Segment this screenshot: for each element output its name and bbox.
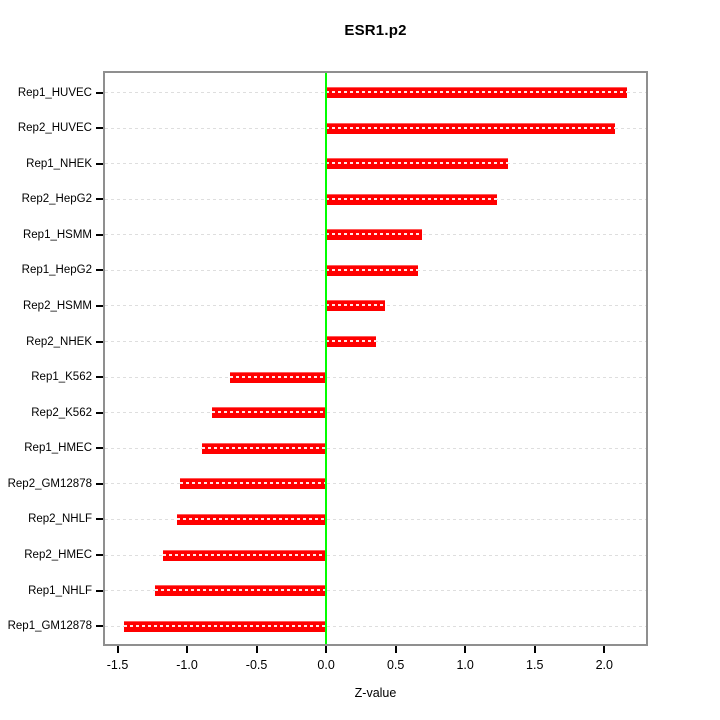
y-axis-tick <box>96 482 103 485</box>
y-axis-category-label: Rep2_GM12878 <box>7 477 92 490</box>
bar <box>326 122 616 134</box>
chart-title: ESR1.p2 <box>344 22 407 39</box>
x-axis-tick <box>325 646 328 653</box>
x-axis-tick-label: 2.0 <box>595 658 613 672</box>
x-axis-tick-label: -0.5 <box>245 658 268 672</box>
bar-grid-overlay <box>177 517 327 520</box>
y-axis-tick <box>96 198 103 201</box>
gridline <box>105 412 646 414</box>
y-axis-category-label: Rep1_HMEC <box>24 442 92 455</box>
x-axis-tick <box>116 646 119 653</box>
x-axis-tick <box>255 646 258 653</box>
bar <box>180 478 327 490</box>
x-axis-tick-label: 1.5 <box>526 658 544 672</box>
y-axis-category-label: Rep2_HepG2 <box>21 193 92 206</box>
x-axis-tick-label: 0.5 <box>386 658 405 672</box>
x-axis-tick <box>186 646 189 653</box>
y-axis-category-label: Rep2_K562 <box>31 406 92 419</box>
gridline <box>105 376 646 378</box>
y-axis-category-label: Rep2_HSMM <box>22 299 92 312</box>
bar-grid-overlay <box>326 340 377 343</box>
y-axis-category-label: Rep1_NHEK <box>26 157 92 170</box>
plot-area <box>103 71 648 646</box>
bar <box>163 549 327 561</box>
x-axis-tick-label: 0.0 <box>317 658 335 672</box>
bar-grid-overlay <box>326 91 627 93</box>
bar-grid-overlay <box>326 304 385 307</box>
y-axis-tick <box>96 162 103 165</box>
bar <box>326 158 509 170</box>
y-axis-tick <box>96 127 103 130</box>
bar <box>326 264 418 276</box>
y-axis-tick <box>96 411 103 414</box>
x-axis-tick <box>464 646 467 653</box>
y-axis-tick <box>96 554 103 557</box>
zero-reference-line <box>325 73 328 644</box>
y-axis-tick <box>96 589 103 592</box>
y-axis-tick <box>96 233 103 236</box>
gridline <box>105 625 646 627</box>
bar <box>212 407 327 419</box>
x-axis-tick-label: 1.0 <box>456 658 474 672</box>
bar-grid-overlay <box>155 589 327 592</box>
y-axis-category-label: Rep1_NHLF <box>28 584 92 597</box>
bar <box>177 513 327 525</box>
y-axis-category-label: Rep1_GM12878 <box>7 620 92 633</box>
bar-grid-overlay <box>326 233 423 236</box>
bar <box>326 300 385 312</box>
y-axis-tick <box>96 376 103 379</box>
y-axis-category-label: Rep2_NHEK <box>26 335 92 348</box>
bar <box>230 371 327 383</box>
gridline <box>105 447 646 449</box>
y-axis-tick <box>96 91 103 94</box>
y-axis-category-label: Rep2_HUVEC <box>17 122 92 135</box>
bar <box>326 87 627 98</box>
bar-grid-overlay <box>230 375 327 378</box>
bar <box>326 336 377 348</box>
y-axis-tick <box>96 304 103 307</box>
y-axis-category-label: Rep2_HMEC <box>24 549 92 562</box>
y-axis-tick <box>96 447 103 450</box>
y-axis-tick <box>96 340 103 343</box>
bar-grid-overlay <box>326 126 616 129</box>
bar-grid-overlay <box>124 624 327 627</box>
gridline <box>105 483 646 485</box>
y-axis-tick <box>96 625 103 628</box>
x-axis-title: Z-value <box>354 686 397 700</box>
y-axis-category-label: Rep1_HUVEC <box>17 86 92 99</box>
y-axis-category-label: Rep1_HSMM <box>22 228 92 241</box>
x-axis-tick-label: -1.0 <box>176 658 198 672</box>
y-axis-category-label: Rep2_NHLF <box>28 513 92 526</box>
gridline <box>105 590 646 592</box>
y-axis-tick <box>96 269 103 272</box>
bar-grid-overlay <box>202 446 327 449</box>
bar <box>326 229 423 241</box>
x-axis-tick-label: -1.5 <box>106 658 129 672</box>
y-axis-category-label: Rep1_HepG2 <box>21 264 92 277</box>
x-axis-tick <box>533 646 536 653</box>
bar-grid-overlay <box>326 197 498 200</box>
y-axis-tick <box>96 518 103 521</box>
bar-grid-overlay <box>212 411 327 414</box>
y-axis-category-label: Rep1_K562 <box>31 371 92 384</box>
x-axis-tick <box>394 646 397 653</box>
gridline <box>105 554 646 556</box>
bar-grid-overlay <box>180 482 327 485</box>
bar <box>155 585 327 597</box>
bar <box>326 193 498 205</box>
bar-grid-overlay <box>326 268 418 271</box>
gridline <box>105 518 646 520</box>
bar-grid-overlay <box>163 553 327 556</box>
bar <box>202 442 327 454</box>
bar-grid-overlay <box>326 162 509 165</box>
bar <box>124 620 327 632</box>
x-axis-tick <box>603 646 606 653</box>
